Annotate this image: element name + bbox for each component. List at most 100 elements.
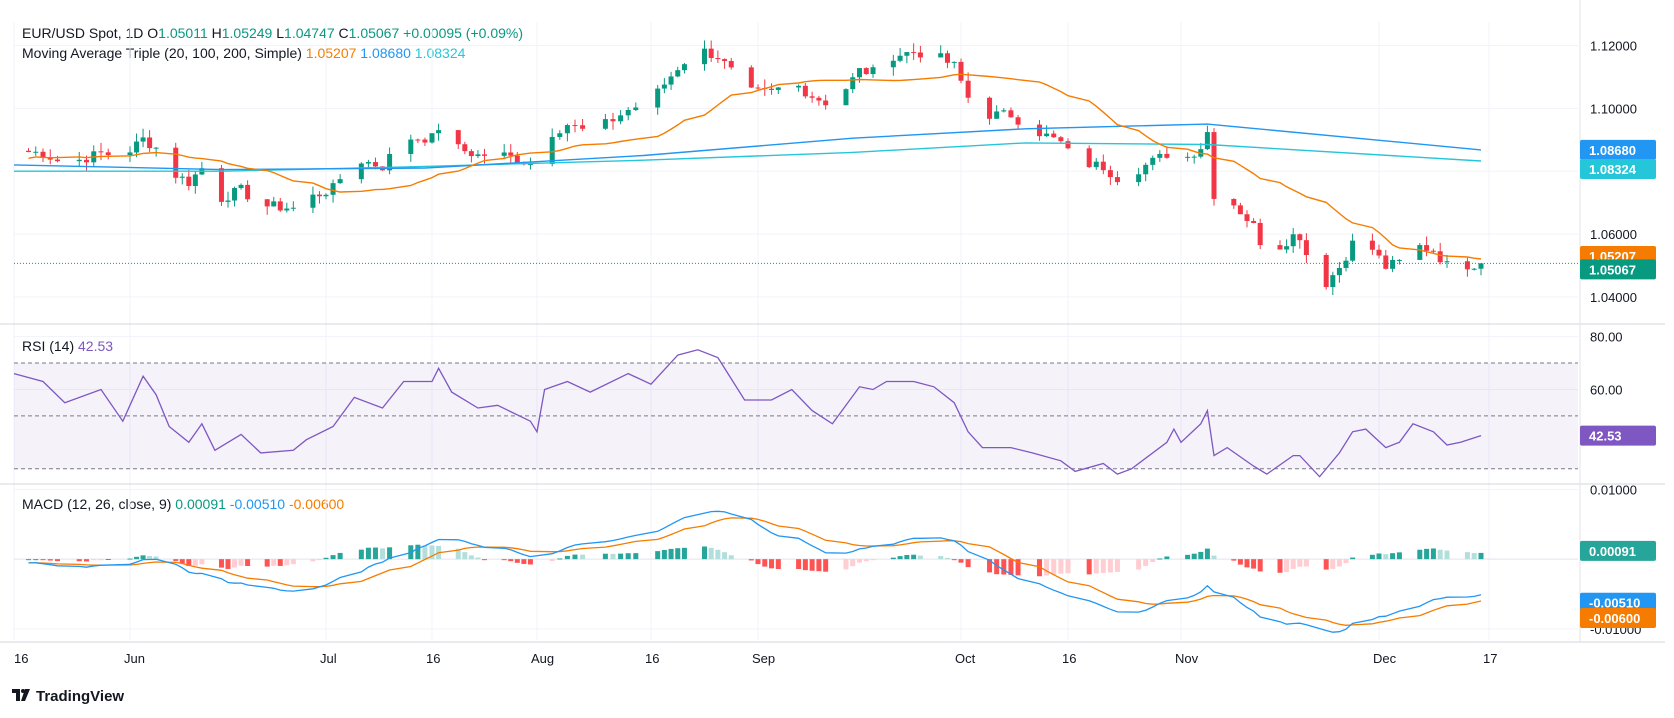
candle-body-41: [415, 139, 421, 141]
candle-body-103: [1008, 110, 1014, 118]
ohlc-value-H: 1.05249: [222, 25, 273, 41]
time-tick-9: Nov: [1175, 651, 1199, 666]
rsi-tick-1: 80.00: [1590, 330, 1623, 345]
macd-hist-bar-74: [728, 555, 734, 560]
ma200-line: [14, 142, 1482, 172]
macd-hist-bar-86: [850, 559, 856, 567]
candle-body-104: [1015, 117, 1021, 125]
macd-hist-bar-142: [1383, 554, 1389, 560]
ma-legend[interactable]: Moving Average Triple (20, 100, 200, Sim…: [22, 45, 466, 61]
macd-hist-bar-32: [323, 557, 329, 560]
candle-body-69: [681, 64, 687, 71]
macd-hist-bar-105: [1036, 559, 1042, 577]
macd-hist-bar-141: [1376, 553, 1382, 560]
price-pane[interactable]: [13, 40, 1578, 296]
macd-hist-bar-2: [40, 559, 46, 561]
candle-body-30: [310, 194, 316, 208]
tradingview-logo-text: TradingView: [36, 688, 125, 705]
candle-body-29: [290, 207, 296, 209]
candle-body-6: [84, 159, 89, 163]
macd-hist-bar-13: [147, 555, 153, 560]
rsi-pane[interactable]: [13, 349, 1578, 478]
signal-value-label-text: -0.00600: [1589, 611, 1640, 626]
candle-body-89: [870, 67, 876, 75]
time-tick-3: 16: [426, 651, 440, 666]
macd-hist-bar-21: [225, 559, 231, 569]
macd-legend[interactable]: MACD (12, 26, close, 9) 0.00091 -0.00510…: [22, 496, 344, 512]
candle-body-114: [1114, 177, 1120, 183]
candle-body-93: [911, 52, 917, 54]
time-axis[interactable]: 16 Jun Jul 16 Aug 16 Sep Oct 16 Nov Dec 17: [14, 651, 1497, 666]
macd-hist-bar-91: [897, 556, 903, 560]
macd-hist-bar-114: [1114, 559, 1120, 572]
macd-hist-value-label-text: 0.00091: [1589, 544, 1636, 559]
candle-body-28: [284, 208, 290, 211]
candle-body-12: [140, 137, 146, 142]
candle-body-23: [238, 184, 244, 188]
candle-body-151: [1471, 268, 1477, 270]
macd-hist-bar-113: [1107, 559, 1113, 573]
candle-body-16: [179, 176, 185, 178]
macd-pane[interactable]: [14, 510, 1578, 633]
candle-body-73: [722, 59, 728, 62]
macd-hist-bar-49: [482, 559, 487, 561]
macd-hist-bar-88: [863, 559, 869, 562]
ohlc-key-C: C: [335, 25, 349, 41]
macd-hist-bar-77: [762, 559, 768, 567]
ma100-value-label-text: 1.08680: [1589, 143, 1636, 158]
macd-hist-bar-125: [1231, 559, 1237, 561]
macd-signal-line: [28, 517, 1482, 626]
macd-hist-bar-102: [1001, 559, 1007, 575]
ma100-line: [13, 123, 1482, 171]
candle-body-33: [330, 183, 336, 195]
macd-hist-bar-61: [610, 553, 616, 560]
candle-body-101: [994, 111, 1000, 119]
candle-body-74: [728, 61, 734, 68]
candle-body-71: [708, 48, 714, 58]
candle-body-126: [1237, 205, 1243, 215]
macd-hist-bar-15: [173, 559, 179, 561]
macd-hist-bar-31: [316, 559, 322, 561]
candle-body-143: [1390, 259, 1396, 269]
macd-hist-bar-87: [857, 559, 862, 563]
macd-hist-bar-97: [951, 559, 957, 561]
rsi-legend[interactable]: RSI (14) 42.53: [22, 338, 113, 354]
candle-body-133: [1297, 234, 1303, 241]
macd-hist-bar-138: [1343, 559, 1349, 564]
candle-body-61: [610, 119, 616, 122]
macd-hist-bar-135: [1323, 559, 1329, 570]
time-tick-1: Jun: [124, 651, 145, 666]
candle-body-9: [105, 152, 111, 156]
macd-label: MACD (12, 26, close, 9): [22, 496, 175, 512]
macd-hist-bar-83: [816, 559, 822, 572]
candle-body-11: [134, 141, 140, 153]
macd-hist-bar-133: [1297, 559, 1303, 567]
macd-hist-bar-140: [1369, 554, 1375, 560]
macd-hist-bar-60: [602, 553, 608, 560]
ohlc-key-L: L: [272, 25, 284, 41]
macd-hist-bar-131: [1284, 559, 1290, 573]
macd-hist-bar-120: [1185, 554, 1191, 560]
macd-hist-bar-90: [890, 557, 896, 560]
candle-body-98: [958, 61, 964, 81]
tradingview-logo[interactable]: TradingView: [12, 688, 124, 705]
time-tick-11: 17: [1483, 651, 1497, 666]
macd-hist-bar-89: [870, 559, 876, 561]
symbol-legend[interactable]: EUR/USD Spot, 1D O1.05011 H1.05249 L1.04…: [22, 25, 523, 41]
macd-hist-bar-64: [633, 553, 639, 560]
candle-body-50: [501, 152, 507, 156]
macd-tick-1: 0.01000: [1590, 482, 1637, 497]
macd-value-2: -0.00600: [289, 496, 344, 512]
candle-body-116: [1143, 164, 1149, 175]
candle-body-42: [422, 139, 428, 143]
candle-body-37: [372, 162, 378, 167]
candle-body-47: [468, 151, 474, 157]
tradingview-logo-icon: [12, 688, 32, 705]
macd-hist-bar-36: [365, 547, 371, 560]
macd-hist-bar-152: [1478, 552, 1484, 560]
macd-hist-bar-58: [572, 554, 578, 560]
macd-hist-bar-148: [1437, 549, 1443, 560]
candle-body-57: [564, 125, 570, 134]
candle-body-54: [527, 163, 533, 165]
candle-body-72: [715, 57, 721, 60]
